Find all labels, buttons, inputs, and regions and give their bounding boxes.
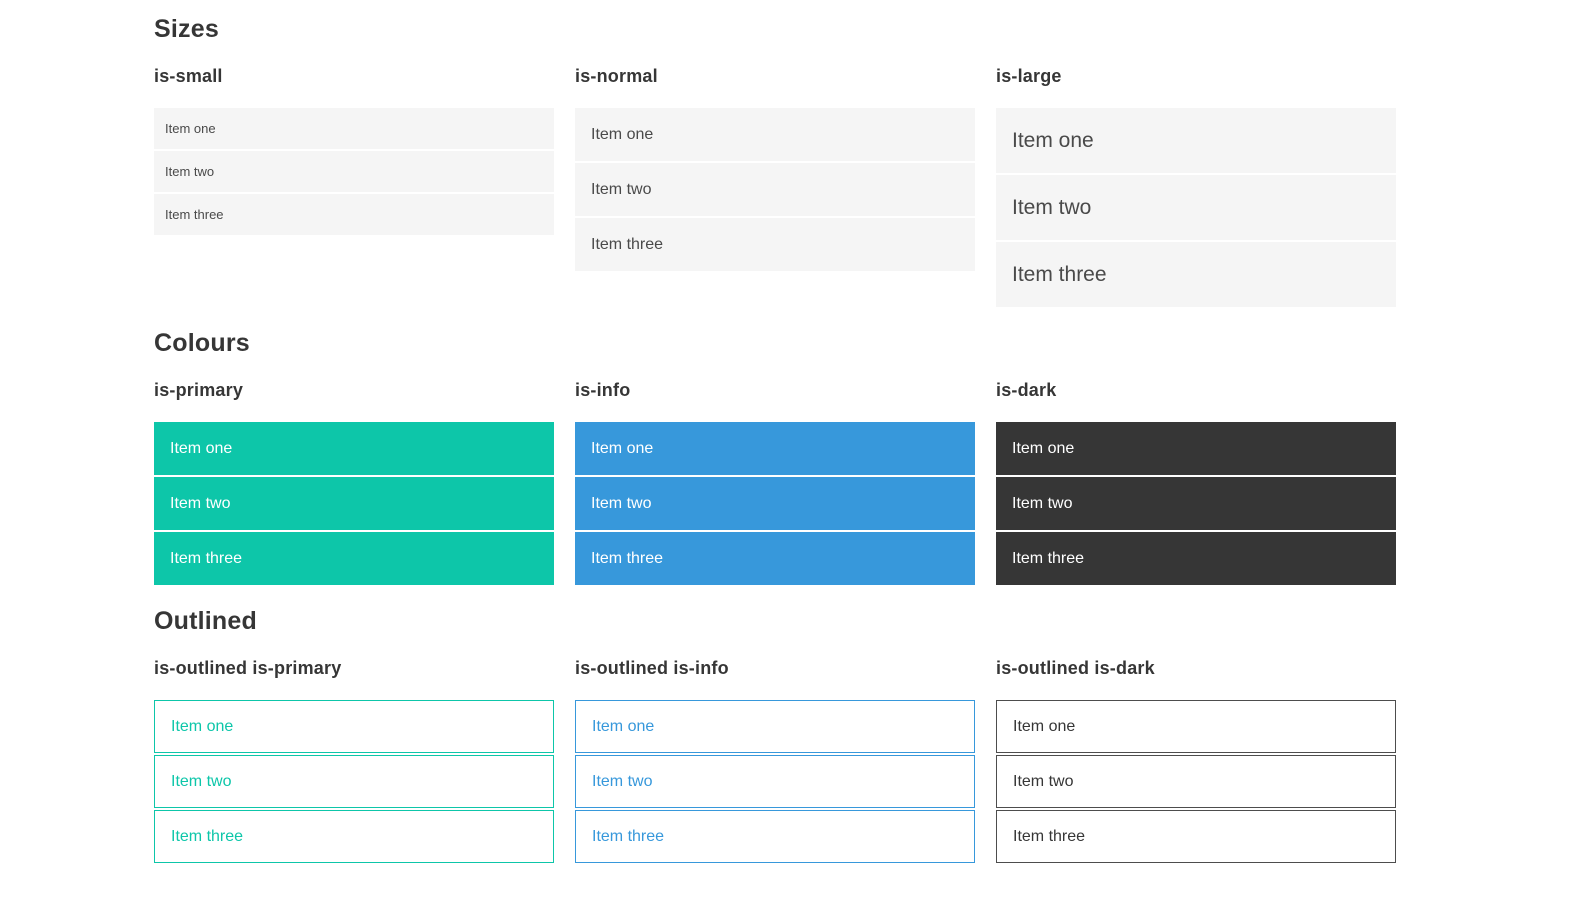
list-item[interactable]: Item two [154, 755, 554, 808]
list-item[interactable]: Item three [996, 532, 1396, 585]
group-heading: is-normal [575, 66, 658, 86]
list-outlined-info: Item one Item two Item three [575, 700, 975, 863]
group-heading: is-outlined is-dark [996, 658, 1155, 678]
list-primary: Item one Item two Item three [154, 422, 554, 585]
list-item[interactable]: Item two [575, 755, 975, 808]
example-group-is-large: is-large Item one Item two Item three [996, 66, 1396, 309]
list-item[interactable]: Item one [154, 422, 554, 475]
list-item[interactable]: Item three [996, 810, 1396, 863]
list-item[interactable]: Item three [154, 194, 554, 235]
sizes-columns: is-small Item one Item two Item three is… [154, 66, 1595, 309]
list-item[interactable]: Item two [996, 175, 1396, 240]
list-item[interactable]: Item one [575, 422, 975, 475]
section-sizes: Sizes is-small Item one Item two Item th… [154, 14, 1595, 309]
group-heading: is-dark [996, 380, 1057, 400]
list-item[interactable]: Item one [154, 108, 554, 149]
list-item[interactable]: Item three [154, 532, 554, 585]
group-heading: is-small [154, 66, 223, 86]
list-large: Item one Item two Item three [996, 108, 1396, 307]
example-group-is-normal: is-normal Item one Item two Item three [575, 66, 975, 273]
list-item[interactable]: Item three [575, 810, 975, 863]
outlined-columns: is-outlined is-primary Item one Item two… [154, 658, 1595, 865]
list-item[interactable]: Item one [996, 700, 1396, 753]
list-item[interactable]: Item two [154, 477, 554, 530]
section-title: Sizes [154, 15, 219, 43]
list-item[interactable]: Item two [575, 163, 975, 216]
example-group-is-dark: is-dark Item one Item two Item three [996, 380, 1396, 587]
list-item[interactable]: Item two [154, 151, 554, 192]
example-group-is-small: is-small Item one Item two Item three [154, 66, 554, 237]
list-item[interactable]: Item two [996, 755, 1396, 808]
list-outlined-primary: Item one Item two Item three [154, 700, 554, 863]
list-dark: Item one Item two Item three [996, 422, 1396, 585]
list-info: Item one Item two Item three [575, 422, 975, 585]
list-item[interactable]: Item three [996, 242, 1396, 307]
list-item[interactable]: Item three [575, 218, 975, 271]
example-group-outlined-dark: is-outlined is-dark Item one Item two It… [996, 658, 1396, 865]
list-item[interactable]: Item three [575, 532, 975, 585]
group-heading: is-primary [154, 380, 244, 400]
list-item[interactable]: Item three [154, 810, 554, 863]
section-title: Colours [154, 329, 250, 357]
colours-columns: is-primary Item one Item two Item three … [154, 380, 1595, 587]
list-item[interactable]: Item one [575, 700, 975, 753]
section-colours: Colours is-primary Item one Item two Ite… [154, 328, 1595, 587]
list-item[interactable]: Item one [996, 422, 1396, 475]
list-item[interactable]: Item one [154, 700, 554, 753]
group-heading: is-large [996, 66, 1062, 86]
group-heading: is-outlined is-primary [154, 658, 342, 678]
list-outlined-dark: Item one Item two Item three [996, 700, 1396, 863]
section-outlined: Outlined is-outlined is-primary Item one… [154, 606, 1595, 865]
section-title: Outlined [154, 607, 257, 635]
list-normal: Item one Item two Item three [575, 108, 975, 271]
group-heading: is-outlined is-info [575, 658, 729, 678]
list-item[interactable]: Item two [575, 477, 975, 530]
example-group-outlined-primary: is-outlined is-primary Item one Item two… [154, 658, 554, 865]
list-item[interactable]: Item one [996, 108, 1396, 173]
example-group-is-primary: is-primary Item one Item two Item three [154, 380, 554, 587]
list-small: Item one Item two Item three [154, 108, 554, 235]
group-heading: is-info [575, 380, 631, 400]
example-group-outlined-info: is-outlined is-info Item one Item two It… [575, 658, 975, 865]
example-group-is-info: is-info Item one Item two Item three [575, 380, 975, 587]
list-item[interactable]: Item one [575, 108, 975, 161]
list-item[interactable]: Item two [996, 477, 1396, 530]
